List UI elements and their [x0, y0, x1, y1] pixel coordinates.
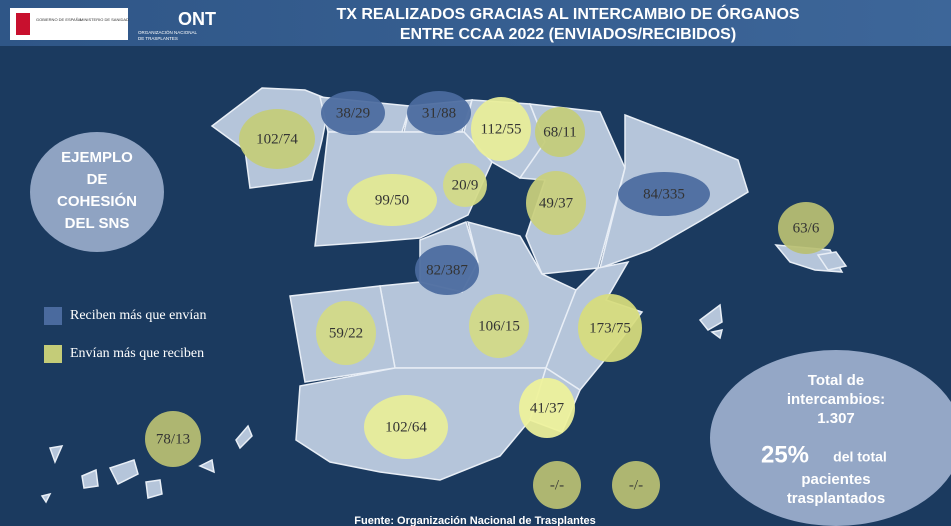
legend-label: Reciben más que envían	[70, 308, 206, 323]
region-label: -/-	[629, 477, 643, 493]
total-line: intercambios:	[787, 391, 885, 408]
region-bubble	[316, 301, 376, 365]
region-label: 63/6	[793, 220, 820, 236]
region-bubble	[364, 395, 448, 459]
source: Fuente: Organización Nacional de Traspla…	[354, 515, 595, 526]
region-bubble	[239, 109, 315, 169]
ministry-text: MINISTERIO DE SANIDAD	[80, 17, 129, 22]
region-bubble	[612, 461, 660, 509]
region-label: 68/11	[543, 124, 577, 140]
island	[235, 424, 253, 450]
region-label: -/-	[550, 477, 564, 493]
title-line: ENTRE CCAA 2022 (ENVIADOS/RECIBIDOS)	[400, 26, 736, 43]
region-label: 82/387	[426, 262, 468, 278]
region-bubble	[469, 294, 529, 358]
gov-text: GOBIERNO DE ESPAÑA	[36, 17, 82, 22]
region-bubble	[526, 171, 586, 235]
region-bubble	[145, 411, 201, 467]
region-bubble	[407, 91, 471, 135]
legend-swatch	[44, 307, 62, 325]
island	[40, 492, 52, 504]
cohesion-line: DEL SNS	[65, 215, 130, 232]
island	[698, 303, 723, 331]
region-label: 78/13	[156, 431, 190, 447]
total-line: Total de	[808, 372, 864, 389]
header-bar	[0, 0, 951, 46]
region-label: 106/15	[478, 318, 520, 334]
cohesion-callout	[30, 132, 164, 252]
region-label: 20/9	[452, 177, 479, 193]
region-label: 99/50	[375, 192, 409, 208]
ont-subtitle: ORGANIZACIÓN NACIONAL	[138, 29, 198, 35]
island	[81, 468, 99, 489]
island	[145, 479, 163, 499]
region-bubble	[535, 107, 585, 157]
cohesion-line: COHESIÓN	[57, 192, 137, 210]
cohesion-line: DE	[87, 171, 108, 188]
region-label: 49/37	[539, 195, 574, 211]
region-label: 41/37	[530, 400, 565, 416]
legend-label: Envían más que reciben	[70, 346, 204, 361]
region-label: 112/55	[480, 121, 521, 137]
island	[710, 329, 724, 340]
island	[816, 251, 848, 271]
title-line: TX REALIZADOS GRACIAS AL INTERCAMBIO DE …	[336, 4, 799, 23]
region-bubble	[347, 174, 437, 226]
region-bubble	[778, 202, 834, 254]
region-bubble	[321, 91, 385, 135]
legend-swatch	[44, 345, 62, 363]
region-bubble	[533, 461, 581, 509]
region-label: 102/64	[385, 419, 427, 435]
percent-rest: del total	[833, 449, 887, 465]
region-bubble	[415, 245, 479, 295]
region-bubble	[519, 378, 575, 438]
ont-logo: ONT	[178, 9, 216, 29]
dynamic-layer: 102/74 38/29 31/88 112/55 68/11 99/50 20/9 49/3…	[44, 91, 887, 509]
percent: 25%	[761, 441, 809, 468]
region-label: 31/88	[422, 105, 456, 121]
gov-emblem	[16, 13, 30, 35]
region-bubble	[578, 294, 642, 362]
ont-subtitle: DE TRASPLANTES	[138, 36, 178, 41]
region-label: 84/335	[643, 186, 685, 202]
cohesion-line: EJEMPLO	[61, 149, 133, 166]
region-bubble	[618, 172, 710, 216]
region-label: 102/74	[256, 131, 298, 147]
region-bubble	[471, 97, 531, 161]
region-label: 59/22	[329, 325, 363, 341]
region-label: 173/75	[589, 320, 631, 336]
island	[108, 459, 139, 486]
region-bubble	[443, 163, 487, 207]
island	[48, 445, 64, 465]
total-tail: pacientes	[801, 471, 870, 488]
island	[198, 458, 215, 474]
total-callout	[710, 350, 951, 526]
region-label: 38/29	[336, 105, 370, 121]
total-tail: trasplantados	[787, 490, 885, 507]
total-line: 1.307	[817, 410, 855, 427]
